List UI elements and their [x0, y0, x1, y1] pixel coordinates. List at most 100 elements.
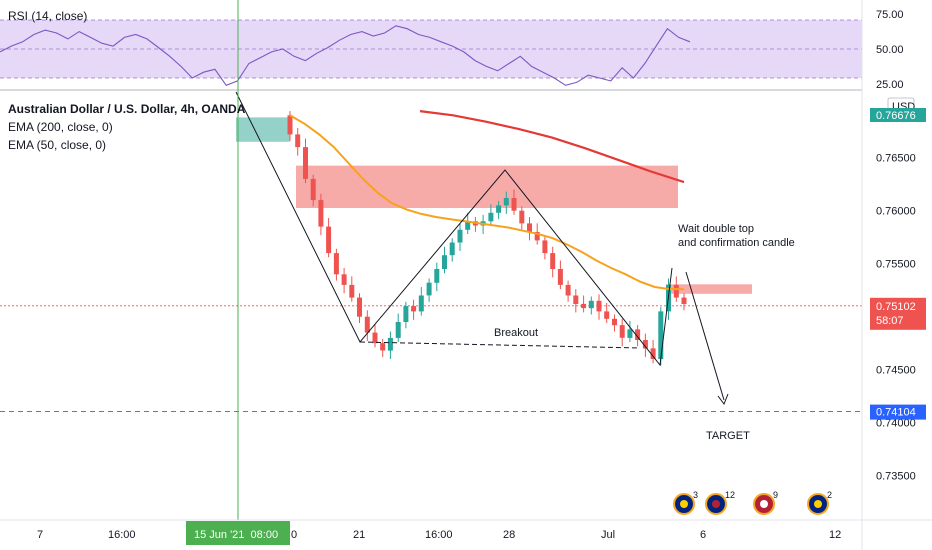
svg-text:0.74104: 0.74104: [876, 407, 916, 419]
candle[interactable]: [519, 206, 525, 230]
candle[interactable]: [488, 204, 494, 226]
candle-body: [303, 147, 308, 179]
candle[interactable]: [511, 189, 517, 215]
neckline[interactable]: [359, 341, 641, 349]
events-row[interactable]: 3 12 9 2: [673, 490, 832, 515]
candle-body: [604, 311, 610, 319]
candle-body: [519, 210, 525, 224]
candle[interactable]: [596, 294, 602, 320]
vertical-marker-label: 15 Jun '21 08:00: [194, 529, 278, 541]
candle[interactable]: [650, 340, 656, 364]
candle[interactable]: [627, 320, 633, 343]
au-event[interactable]: 3: [673, 490, 698, 515]
candle[interactable]: [426, 278, 432, 302]
candle[interactable]: [588, 296, 594, 315]
candle-body: [442, 255, 447, 269]
candle[interactable]: [496, 201, 502, 220]
candle[interactable]: [349, 276, 355, 302]
candle[interactable]: [411, 299, 417, 320]
candle[interactable]: [465, 212, 471, 234]
candle[interactable]: [318, 193, 324, 236]
candle[interactable]: [612, 314, 617, 332]
candle[interactable]: [635, 325, 641, 347]
candle[interactable]: [542, 236, 548, 260]
candle-body: [380, 343, 386, 351]
candle-body: [411, 306, 417, 312]
candle[interactable]: [418, 287, 424, 316]
flag-detail-icon: [760, 500, 768, 508]
candle[interactable]: [434, 262, 440, 292]
candle[interactable]: [326, 218, 332, 258]
candle[interactable]: [503, 191, 509, 214]
candle-body: [534, 231, 540, 241]
flag-detail-icon: [680, 500, 688, 508]
ema-50-line: [289, 114, 684, 291]
candle-body: [326, 226, 332, 254]
candle-body: [295, 134, 301, 148]
candle[interactable]: [387, 331, 393, 360]
candle-body: [627, 329, 633, 338]
candle-body: [581, 303, 587, 309]
ema-200-line: [419, 110, 685, 184]
candle[interactable]: [565, 280, 571, 302]
rsi-tick-25: 25.00: [876, 79, 904, 91]
candle-body: [619, 325, 625, 338]
time-tick-14-partial: 0: [291, 529, 297, 541]
double-top-note-line-1: Wait double top: [678, 223, 754, 235]
price-tick-0.76500: 0.76500: [876, 153, 916, 165]
time-tick-16: 16:00: [108, 529, 136, 541]
candle[interactable]: [449, 238, 455, 262]
pattern-drawing[interactable]: [235, 91, 729, 406]
candle[interactable]: [573, 289, 579, 313]
candle[interactable]: [380, 338, 386, 357]
candle-body: [550, 253, 556, 269]
candle[interactable]: [303, 138, 308, 184]
candle[interactable]: [403, 301, 409, 329]
zigzag-line[interactable]: [235, 91, 673, 367]
time-axis[interactable]: 7 16:00 21 16:00 28 Jul 6 12 15 Jun '21 …: [0, 519, 932, 545]
breakout-label: Breakout: [494, 327, 538, 339]
candle[interactable]: [619, 318, 625, 347]
candle-body: [527, 223, 532, 232]
start-zone[interactable]: [236, 117, 290, 142]
candle[interactable]: [357, 293, 362, 323]
time-tick-12: 12: [829, 529, 841, 541]
candle[interactable]: [642, 333, 648, 357]
candle[interactable]: [581, 295, 587, 313]
candle[interactable]: [457, 223, 463, 251]
candle[interactable]: [395, 313, 401, 343]
candle[interactable]: [557, 260, 563, 290]
candle-body: [449, 242, 455, 256]
zones-layer: [236, 117, 752, 294]
top-zone[interactable]: [666, 284, 752, 294]
candle[interactable]: [681, 293, 687, 311]
target-label: TARGET: [706, 430, 750, 442]
projection-line[interactable]: [685, 271, 725, 401]
candle[interactable]: [364, 310, 370, 341]
candle[interactable]: [527, 217, 532, 241]
candle[interactable]: [310, 174, 316, 207]
candle-body: [387, 337, 393, 351]
candle[interactable]: [604, 302, 610, 323]
candle-body: [349, 284, 355, 298]
candle-body: [542, 240, 548, 254]
price-axis[interactable]: 75.00 50.00 25.00 0.76500 0.76000 0.75500 0…: [861, 0, 932, 550]
rsi-line: [0, 25, 691, 86]
resistance-zone[interactable]: [296, 165, 678, 208]
candle[interactable]: [333, 248, 339, 281]
candle[interactable]: [341, 267, 347, 294]
candle[interactable]: [550, 246, 556, 278]
candle-body: [596, 300, 602, 312]
candle[interactable]: [442, 246, 447, 274]
candle[interactable]: [372, 324, 378, 348]
candle[interactable]: [295, 128, 301, 156]
time-tick-6: 6: [700, 529, 706, 541]
candle-body: [341, 274, 347, 285]
mixed-event[interactable]: 12: [705, 490, 735, 515]
svg-text:0.75102: 0.75102: [876, 301, 916, 313]
candle-body: [681, 297, 687, 304]
us-event[interactable]: 9: [753, 490, 778, 515]
au-event-2[interactable]: 2: [807, 490, 832, 515]
candle-body: [642, 340, 648, 349]
